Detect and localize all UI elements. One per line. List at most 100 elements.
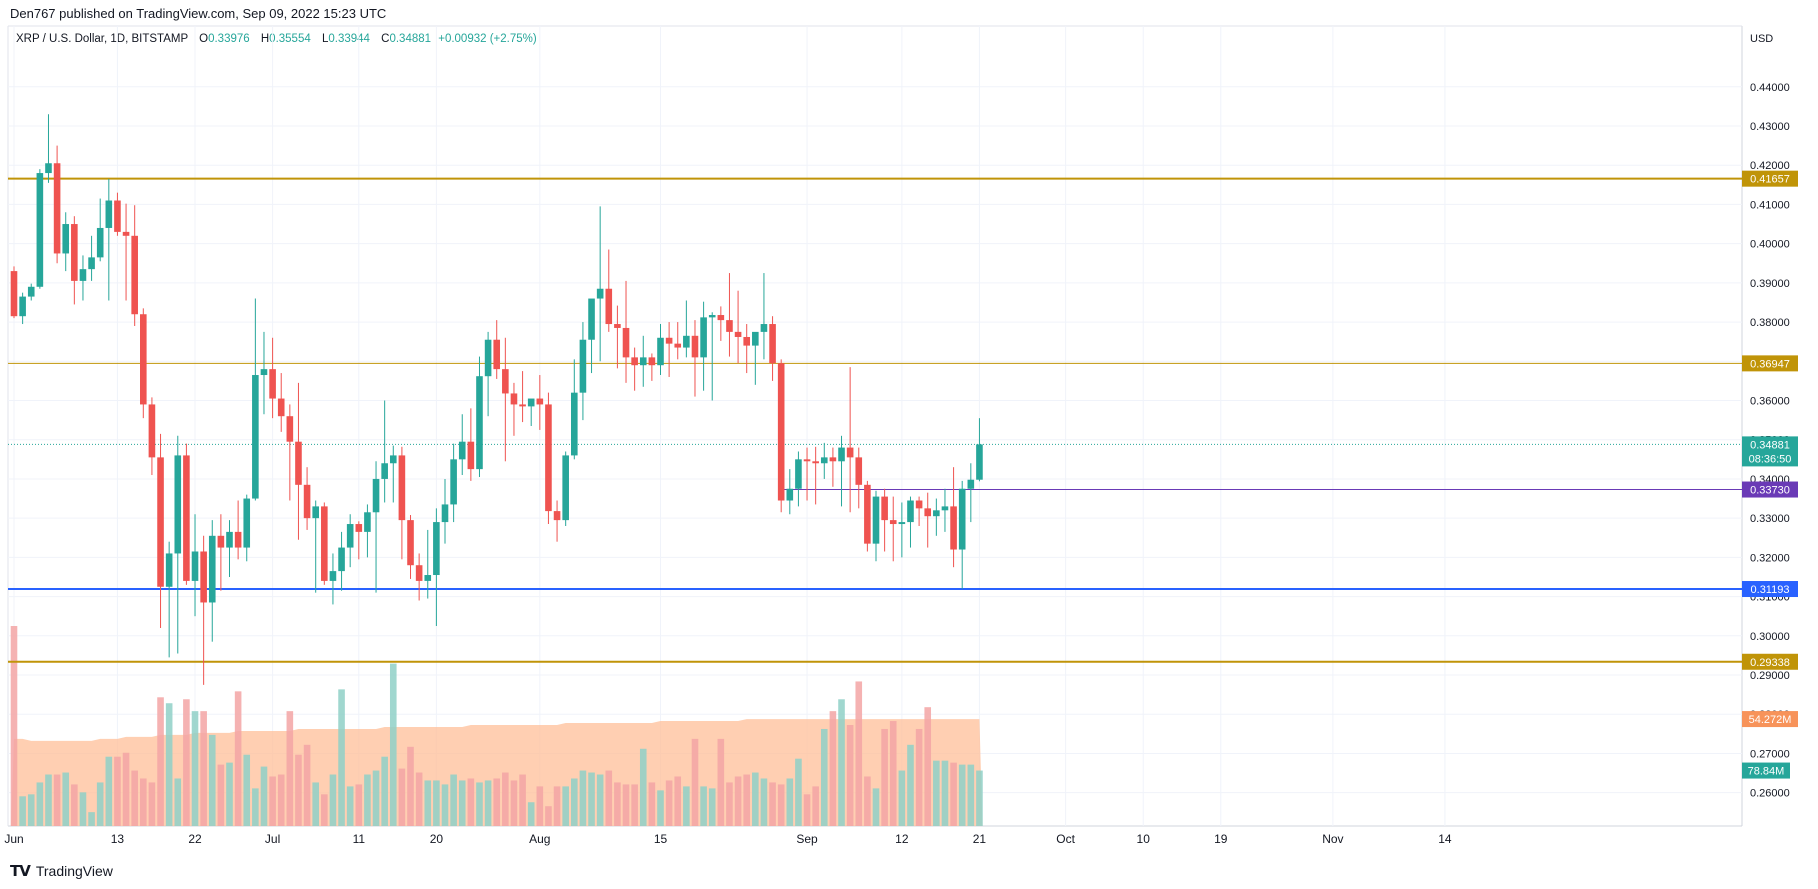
x-tick-label: 21 [973,832,987,846]
volume-bar [657,790,664,826]
volume-bar [958,764,966,826]
volume-bar [183,699,190,826]
candle [157,433,164,628]
candle-body [183,455,190,581]
volume-bar [36,782,44,826]
volume-ma-tag [1742,711,1798,728]
candle-body [200,551,207,603]
candle-body [915,500,923,509]
candle [915,496,923,526]
candle [140,308,147,419]
volume-bar [303,744,311,826]
candle [846,367,854,513]
candle [208,520,216,642]
candle-body [657,337,664,366]
y-tick-label: 0.38000 [1750,317,1790,329]
price-axis[interactable]: 0.260000.270000.280000.290000.300000.310… [1742,33,1798,800]
time-axis[interactable]: Jun 13 22 Jul 11 20 Aug 15 Sep 12 21 Oct 10 19 Nov 14 [4,832,1452,846]
change-value: +0.00932 (+2.75%) [438,33,537,45]
candle [122,203,130,301]
candle [62,212,70,272]
volume-bar [760,778,768,826]
candle [191,514,199,617]
candle [450,443,457,523]
candle-body [389,455,397,464]
candle-body [838,447,845,462]
volume-bar [424,780,432,826]
candles [10,114,983,685]
candle-body [226,531,233,548]
candle-body [726,320,733,332]
candle [820,442,828,479]
candle [217,514,225,591]
candle-body [415,565,423,581]
level-price-label: 0.41657 [1750,174,1790,186]
volume-bar [614,782,621,826]
volume-bar [683,786,690,826]
candle [829,447,837,487]
candle [519,371,526,423]
candle-body [260,369,268,376]
candle-body [295,441,302,485]
symbol-name: XRP / U.S. Dollar, 1D, BITSTAMP [16,33,188,45]
candle [752,331,759,385]
candle [200,535,207,685]
candle [27,283,35,301]
volume-bar [829,711,837,826]
volume-bar [795,758,802,826]
volume-bar [579,770,587,826]
candle [398,446,406,560]
candle [769,316,776,381]
volume-bar [864,776,871,826]
candle-body [36,173,44,287]
candle [96,198,104,262]
candle-body [760,324,768,332]
volume-bar [571,778,578,826]
candle [484,331,492,417]
volume-bar [915,728,923,826]
volume-bar [708,788,716,826]
volume-bar [338,689,345,826]
candle [734,290,742,364]
level-price-tag [1742,355,1798,372]
candle-body [458,441,466,460]
level-price-label: 0.31193 [1751,584,1790,596]
volume-bar [105,756,113,826]
volume-bar [96,782,104,826]
candle [639,335,647,387]
volume-bar [769,782,776,826]
y-tick-label: 0.42000 [1750,160,1790,172]
candle [389,445,397,503]
candle-body [743,336,750,346]
candle [441,478,449,544]
y-tick-label: 0.30000 [1750,631,1790,643]
candle [131,205,138,326]
volume-bar [924,707,932,826]
volume-bar [53,774,61,826]
volume-bar [165,703,173,826]
volume-bar [200,711,207,826]
x-tick-label: 13 [111,832,125,846]
candle-body [519,404,526,407]
volume-bar [631,784,638,826]
candle [183,443,190,585]
candle [36,169,44,289]
candle-body [71,224,78,281]
volume-bar [743,774,750,826]
volume-bar [933,760,940,826]
volume-bar [476,782,483,826]
volume-bar [277,774,285,826]
candle-body [79,269,87,281]
candle [924,492,932,548]
candle [889,496,897,562]
candle-body [502,369,509,394]
candle [295,382,302,540]
candle [622,280,630,383]
candle-body [571,392,578,456]
candle-body [312,506,319,519]
tradingview-logo[interactable]: 𝗧𝗩 TradingView [10,862,113,880]
candle [700,301,707,391]
candle [424,529,432,599]
candle [631,347,638,391]
